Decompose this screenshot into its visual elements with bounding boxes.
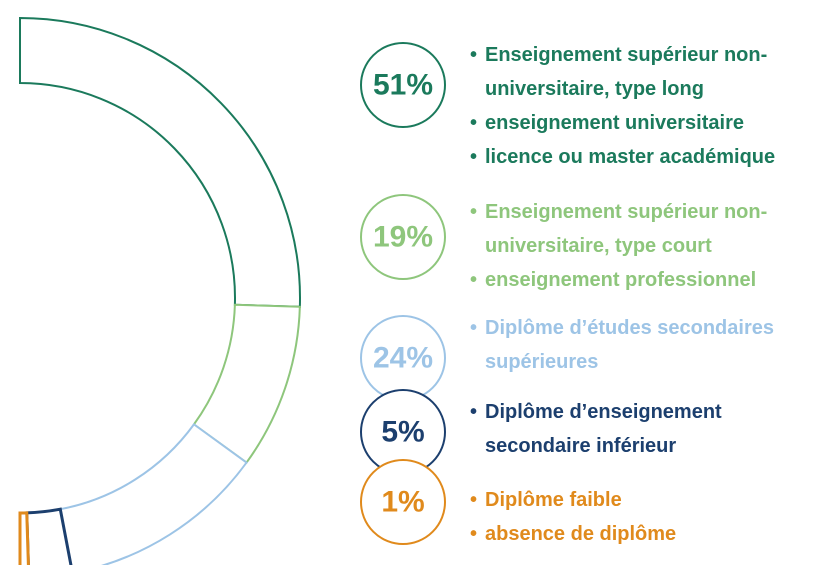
donut-segment <box>18 511 30 565</box>
legend-group: Enseignement supérieur non-universitaire… <box>470 38 820 174</box>
donut-segment <box>19 16 301 308</box>
legend-group: Diplôme d’études secondaires supérieures <box>470 311 820 379</box>
legend-item: Diplôme faible <box>470 483 820 517</box>
legend-circle <box>360 459 446 545</box>
legend-circle <box>360 42 446 128</box>
legend-group: Enseignement supérieur non-universitaire… <box>470 195 820 297</box>
legend-group: Diplôme d’enseignement secondaire inféri… <box>470 395 820 463</box>
value-label: 51% <box>373 69 433 102</box>
legend-item: Diplôme d’enseignement secondaire inféri… <box>470 395 820 463</box>
legend-item: Enseignement supérieur non-universitaire… <box>470 38 820 106</box>
legend-item: enseignement professionnel <box>470 263 820 297</box>
legend-item: Enseignement supérieur non-universitaire… <box>470 195 820 263</box>
legend-item: enseignement universitaire <box>470 106 820 140</box>
value-label: 19% <box>373 221 433 254</box>
value-label: 5% <box>381 416 424 449</box>
legend-circle <box>360 194 446 280</box>
value-label: 1% <box>381 486 424 519</box>
value-label: 24% <box>373 342 433 375</box>
legend-item: absence de diplôme <box>470 517 820 551</box>
legend-item: Diplôme d’études secondaires supérieures <box>470 311 820 379</box>
legend-item: licence ou master académique <box>470 140 820 174</box>
donut-segment <box>59 422 248 565</box>
legend-group: Diplôme faibleabsence de diplôme <box>470 483 820 551</box>
